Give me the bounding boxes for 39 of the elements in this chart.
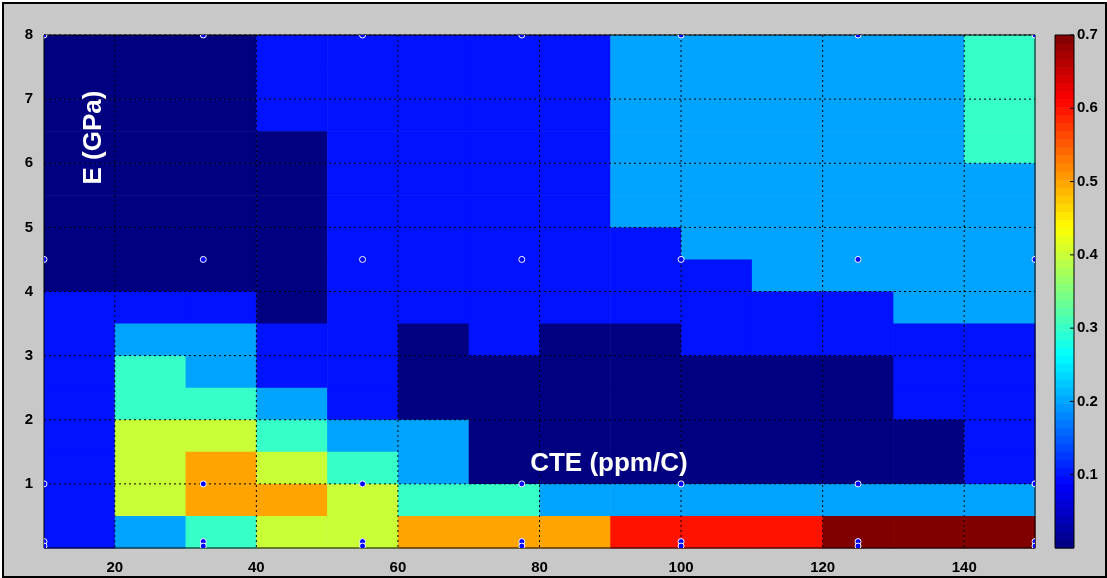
color-bar-label: 0.7 bbox=[1077, 25, 1098, 43]
y-tick-label: 2 bbox=[24, 409, 33, 427]
y-tick-label: 5 bbox=[24, 217, 33, 235]
point bbox=[518, 255, 526, 263]
x-tick-label: 80 bbox=[531, 558, 548, 576]
x-axis-title: CTE (ppm/C) bbox=[530, 446, 688, 477]
x-tick-label: 100 bbox=[668, 558, 694, 576]
x-tick-label: 60 bbox=[389, 558, 407, 576]
point bbox=[359, 542, 367, 548]
point bbox=[518, 480, 526, 488]
x-tick-label: 140 bbox=[951, 558, 977, 576]
y-tick-label: 4 bbox=[24, 281, 34, 299]
point bbox=[359, 255, 367, 263]
y-tick-label: 3 bbox=[24, 345, 33, 363]
point bbox=[359, 480, 367, 488]
color-bar-label: 0.3 bbox=[1077, 318, 1098, 336]
point bbox=[199, 255, 207, 263]
point bbox=[854, 255, 862, 263]
x-tick-label: 120 bbox=[810, 558, 836, 576]
point bbox=[677, 480, 685, 488]
color-bar-label: 0.5 bbox=[1077, 171, 1098, 189]
x-tick-label: 40 bbox=[248, 558, 265, 576]
point bbox=[199, 542, 207, 548]
point bbox=[854, 480, 862, 488]
y-tick-label: 7 bbox=[24, 89, 33, 107]
y-tick-label: 1 bbox=[24, 474, 33, 492]
color-bar-label: 0.2 bbox=[1077, 391, 1098, 409]
point bbox=[677, 542, 685, 548]
point bbox=[854, 542, 862, 548]
point bbox=[199, 480, 207, 488]
point bbox=[518, 542, 526, 548]
point bbox=[677, 255, 685, 263]
y-tick-label: 6 bbox=[24, 153, 33, 171]
color-bar-label: 0.1 bbox=[1077, 464, 1098, 482]
y-axis-title: E (GPa) bbox=[77, 90, 108, 185]
color-bar-label: 0.6 bbox=[1077, 98, 1098, 116]
color-bar-label: 0.4 bbox=[1077, 245, 1099, 262]
y-tick-label: 8 bbox=[24, 25, 33, 43]
x-tick-label: 20 bbox=[106, 558, 124, 576]
